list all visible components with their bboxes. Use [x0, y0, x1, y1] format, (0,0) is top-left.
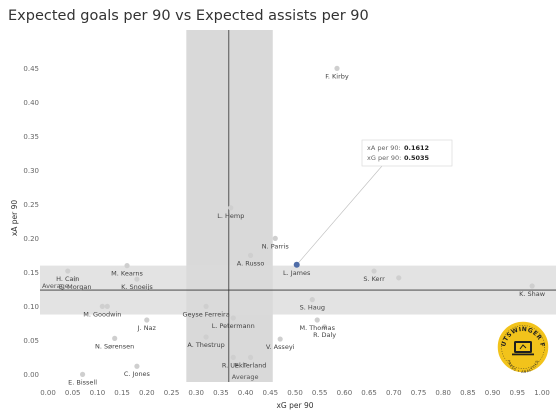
data-point: [272, 235, 278, 241]
data-point: [371, 268, 377, 274]
data-point: [79, 371, 86, 377]
data-point: [144, 317, 150, 323]
data-point: [99, 303, 105, 309]
point-label: S. Kerr: [363, 275, 385, 283]
x-tick-label: 0.15: [114, 389, 130, 397]
point-label: J. Naz: [137, 324, 157, 332]
x-tick-label: 0.20: [139, 389, 155, 397]
x-tick-label: 0.00: [40, 389, 56, 397]
point-label: R. Ueki: [222, 361, 245, 369]
x-tick-label: 0.65: [361, 389, 377, 397]
data-point: [334, 65, 340, 71]
x-tick-label: 0.60: [337, 389, 353, 397]
x-tick-label: 1.00: [534, 389, 550, 397]
data-point: [124, 263, 130, 269]
data-point: [396, 275, 402, 281]
data-point: [203, 334, 209, 340]
point-label: E. Morgan: [59, 283, 92, 291]
chart-title: Expected goals per 90 vs Expected assist…: [8, 8, 369, 24]
data-point: [134, 276, 140, 282]
y-axis-title: xA per 90: [10, 200, 19, 237]
x-tick-label: 0.45: [263, 389, 279, 397]
y-tick-label: 0.40: [23, 99, 39, 107]
point-label: S. Haug: [300, 304, 325, 312]
tooltip-label: xA per 90:: [367, 144, 401, 152]
y-tick-label: 0.30: [23, 167, 39, 175]
x-tick-label: 0.35: [213, 389, 229, 397]
x-tick-label: 0.85: [460, 389, 476, 397]
y-tick-label: 0.00: [23, 371, 39, 379]
data-point: [104, 303, 110, 309]
y-tick-label: 0.10: [23, 303, 39, 311]
point-label: K. Snoeijs: [121, 283, 153, 291]
point-label: E. Terland: [235, 361, 267, 369]
point-label: R. Daly: [313, 331, 336, 339]
data-point: [314, 317, 320, 323]
data-point: [230, 354, 236, 360]
data-point: [247, 354, 254, 360]
data-point: [72, 276, 78, 282]
point-label: N. Parris: [262, 242, 290, 250]
y-tick-label: 0.35: [23, 133, 39, 141]
point-label: A. Russo: [237, 259, 265, 267]
outswinger-logo: OUTSWINGER FC PRESS • ANALYTICS: [496, 320, 550, 374]
data-point: [65, 268, 71, 274]
x-tick-label: 0.75: [411, 389, 427, 397]
tooltip-box: [361, 139, 453, 167]
tooltip-value: 0.1612: [404, 144, 429, 152]
data-point: [228, 205, 234, 211]
x-tick-label: 0.70: [386, 389, 402, 397]
data-point: [112, 335, 118, 341]
tooltip-value: 0.5035: [404, 154, 430, 162]
data-point: [309, 297, 315, 303]
point-label: N. Sørensen: [95, 342, 134, 350]
point-label: K. Shaw: [519, 290, 546, 298]
tooltip-label: xG per 90:: [367, 154, 401, 162]
y-tick-label: 0.25: [23, 201, 39, 209]
data-point: [277, 336, 283, 342]
x-tick-label: 0.25: [164, 389, 180, 397]
y-tick-label: 0.15: [23, 269, 39, 277]
point-label: E. Bissell: [68, 378, 97, 386]
point-label: M. Kearns: [111, 270, 143, 278]
x-tick-label: 0.30: [188, 389, 204, 397]
x-tick-label: 0.55: [312, 389, 328, 397]
highlighted-point: [293, 261, 300, 268]
x-tick-label: 0.90: [485, 389, 501, 397]
point-label: L. James: [283, 269, 311, 277]
point-label: Geyse Ferreira: [182, 310, 229, 318]
data-point: [134, 363, 140, 369]
x-tick-label: 0.05: [65, 389, 81, 397]
point-label: M. Thomas: [299, 324, 335, 332]
point-label: V. Asseyi: [266, 343, 295, 351]
y-tick-label: 0.20: [23, 235, 39, 243]
x-tick-label: 0.40: [238, 389, 254, 397]
x-tick-label: 0.50: [287, 389, 303, 397]
point-label: C. Jones: [124, 370, 151, 378]
x-tick-label: 0.95: [510, 389, 526, 397]
data-point: [247, 252, 254, 258]
x-axis-title: xG per 90: [276, 401, 313, 410]
y-tick-label: 0.05: [23, 337, 39, 345]
average-label-y: Average: [42, 282, 69, 290]
average-label-x: Average: [232, 373, 259, 381]
point-label: L. Hemp: [217, 212, 244, 220]
x-tick-label: 0.80: [435, 389, 451, 397]
point-label: L. Petermann: [212, 322, 255, 330]
point-label: F. Kirby: [325, 72, 349, 80]
point-label: H. Cain: [56, 275, 79, 283]
point-label: A. Thestrup: [187, 341, 224, 349]
y-tick-label: 0.45: [23, 65, 39, 73]
data-point: [529, 283, 535, 289]
data-point: [230, 315, 236, 321]
point-label: M. Goodwin: [83, 310, 121, 318]
tooltip-leader: [296, 165, 383, 265]
x-tick-label: 0.10: [90, 389, 106, 397]
data-point: [322, 324, 328, 330]
data-point: [203, 303, 209, 309]
